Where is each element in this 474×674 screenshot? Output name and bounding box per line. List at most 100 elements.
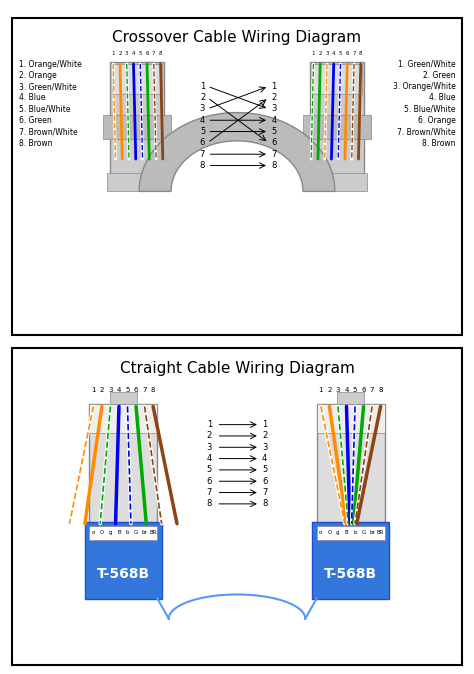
Text: 7: 7 [200, 150, 205, 158]
Text: 6. Orange: 6. Orange [418, 116, 456, 125]
Text: 4: 4 [117, 388, 121, 393]
Text: 5: 5 [125, 388, 130, 393]
Text: 1: 1 [91, 388, 96, 393]
Text: 5. Blue/White: 5. Blue/White [404, 105, 456, 114]
Text: 7. Brown/White: 7. Brown/White [397, 127, 456, 136]
FancyBboxPatch shape [89, 404, 157, 433]
Text: 6: 6 [346, 51, 349, 56]
FancyBboxPatch shape [312, 64, 362, 94]
Text: Ctraight Cable Wiring Diagram: Ctraight Cable Wiring Diagram [119, 361, 355, 375]
Text: 5: 5 [138, 51, 142, 56]
Text: 4: 4 [271, 116, 276, 125]
Text: T-568B: T-568B [324, 568, 377, 581]
Text: 6. Green: 6. Green [18, 116, 51, 125]
Text: 6: 6 [207, 477, 212, 486]
FancyBboxPatch shape [308, 173, 367, 191]
Text: g: g [336, 530, 340, 535]
FancyBboxPatch shape [89, 526, 157, 540]
FancyBboxPatch shape [317, 404, 385, 433]
Text: 8. Brown: 8. Brown [18, 139, 52, 148]
Text: 2. Green: 2. Green [423, 71, 456, 80]
FancyBboxPatch shape [317, 526, 385, 540]
Text: 5: 5 [200, 127, 205, 136]
Text: 4: 4 [207, 454, 212, 463]
Text: 8: 8 [262, 499, 267, 508]
Text: 7: 7 [152, 51, 155, 56]
FancyBboxPatch shape [107, 173, 166, 191]
Text: 2: 2 [200, 93, 205, 102]
Text: 1: 1 [111, 51, 115, 56]
Polygon shape [139, 113, 335, 191]
Text: G: G [362, 530, 365, 535]
Text: Crossover Cable Wiring Diagram: Crossover Cable Wiring Diagram [112, 30, 362, 45]
Text: 2: 2 [327, 388, 332, 393]
Text: 8: 8 [159, 51, 162, 56]
Text: 8: 8 [200, 161, 205, 170]
FancyBboxPatch shape [103, 115, 171, 139]
FancyBboxPatch shape [337, 392, 365, 404]
Text: o: o [91, 530, 95, 535]
Text: 3: 3 [262, 443, 267, 452]
Text: 2: 2 [100, 388, 104, 393]
FancyBboxPatch shape [303, 115, 371, 139]
Text: b: b [353, 530, 357, 535]
Text: 6: 6 [271, 138, 276, 148]
Text: 2: 2 [319, 51, 322, 56]
Text: B: B [345, 530, 348, 535]
Text: 7: 7 [352, 51, 356, 56]
Text: 1: 1 [312, 51, 315, 56]
Text: 4: 4 [332, 51, 336, 56]
Text: 8: 8 [151, 388, 155, 393]
Text: 3: 3 [108, 388, 113, 393]
Text: G: G [134, 530, 138, 535]
Text: o: o [319, 530, 323, 535]
FancyBboxPatch shape [312, 522, 390, 599]
Text: 7: 7 [262, 488, 267, 497]
Text: 1: 1 [262, 420, 267, 429]
FancyBboxPatch shape [12, 348, 462, 665]
FancyBboxPatch shape [317, 404, 385, 526]
Text: 5: 5 [262, 466, 267, 474]
Text: 1. Orange/White: 1. Orange/White [18, 59, 82, 69]
Text: 3. Green/White: 3. Green/White [18, 82, 76, 91]
Text: 3: 3 [207, 443, 212, 452]
Text: 5: 5 [271, 127, 276, 136]
Text: 6: 6 [200, 138, 205, 148]
Text: 4: 4 [344, 388, 349, 393]
Text: 1: 1 [200, 82, 205, 91]
Text: 2: 2 [207, 431, 212, 440]
Text: B: B [117, 530, 121, 535]
Text: 8: 8 [271, 161, 276, 170]
Text: 6: 6 [146, 51, 149, 56]
Text: 6: 6 [361, 388, 366, 393]
Text: br: br [369, 530, 375, 535]
Text: 5: 5 [207, 466, 212, 474]
Text: 3: 3 [325, 51, 328, 56]
Text: BR: BR [377, 530, 384, 535]
Text: 7. Brown/White: 7. Brown/White [18, 127, 77, 136]
Text: 4: 4 [262, 454, 267, 463]
Text: 4. Blue: 4. Blue [429, 94, 456, 102]
Text: 8: 8 [359, 51, 363, 56]
FancyBboxPatch shape [109, 392, 137, 404]
FancyBboxPatch shape [89, 404, 157, 526]
Text: 3: 3 [336, 388, 340, 393]
FancyBboxPatch shape [112, 64, 162, 94]
Text: b: b [126, 530, 129, 535]
FancyBboxPatch shape [109, 62, 164, 175]
FancyBboxPatch shape [84, 522, 162, 599]
Text: 7: 7 [271, 150, 276, 158]
Text: 1: 1 [271, 82, 276, 91]
Text: 6: 6 [262, 477, 267, 486]
Text: br: br [142, 530, 147, 535]
Text: 1: 1 [207, 420, 212, 429]
Text: 4. Blue: 4. Blue [18, 94, 45, 102]
Text: 1: 1 [319, 388, 323, 393]
Text: 8: 8 [207, 499, 212, 508]
Text: 2: 2 [118, 51, 122, 56]
Text: 5: 5 [353, 388, 357, 393]
Text: 3: 3 [200, 104, 205, 113]
Text: O: O [328, 530, 331, 535]
Text: 7: 7 [207, 488, 212, 497]
Text: 2. Orange: 2. Orange [18, 71, 56, 80]
